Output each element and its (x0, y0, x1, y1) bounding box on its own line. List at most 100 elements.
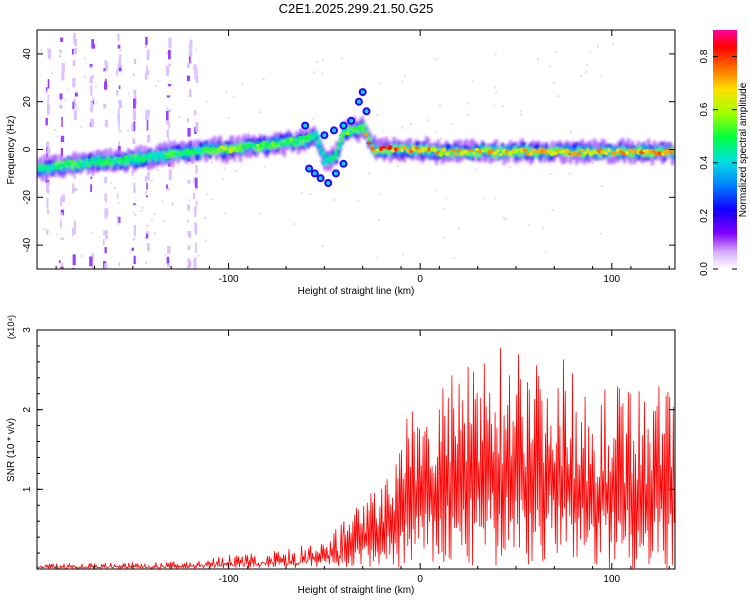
noise-blob (116, 68, 119, 76)
ridge-cell (47, 167, 50, 172)
ridge-cell (55, 161, 58, 167)
ridge-peak (337, 142, 341, 146)
ridge-peak (85, 157, 89, 163)
ridge-peak (582, 151, 588, 156)
noise-blob (263, 165, 266, 168)
noise-blob (584, 71, 587, 73)
ridge-cell (449, 151, 452, 158)
ridge-cell (329, 157, 332, 163)
ridge-cell (89, 153, 92, 165)
branch-blob-core (322, 133, 327, 138)
ridge-peak (466, 152, 470, 156)
heatmap-ylabel: Frequency (Hz) (6, 116, 17, 185)
noise-blob (164, 253, 167, 256)
ridge-peak (81, 161, 87, 168)
noise-blob (53, 128, 56, 131)
noise-blob (64, 99, 67, 102)
ridge-cell (591, 145, 594, 153)
ridge-peak (403, 145, 407, 150)
ridge-cell (419, 145, 422, 149)
ridge-cell (515, 145, 518, 152)
ridge-cell (239, 142, 242, 148)
noise-blob (40, 49, 43, 52)
ridge-peak (297, 135, 303, 141)
ridge-peak (241, 144, 245, 149)
ridge-cell (427, 149, 430, 155)
noise-blob (146, 65, 148, 71)
ridge-cell (279, 134, 282, 146)
ridge-cell (429, 148, 432, 157)
ridge-peak (168, 151, 174, 157)
ridge-cell (617, 150, 620, 156)
noise-blob (166, 107, 168, 110)
noise-blob (72, 78, 76, 88)
noise-blob (73, 110, 77, 120)
noise-blob (190, 47, 193, 50)
noise-blob (145, 190, 147, 195)
ridge-peak (318, 148, 324, 155)
ridge-cell (367, 132, 370, 139)
noise-blob (56, 233, 59, 236)
ridge-cell (577, 147, 580, 153)
ridge-cell (337, 146, 340, 158)
noise-blob (494, 53, 497, 56)
ridge-peak (432, 147, 438, 153)
ridge-cell (203, 143, 206, 151)
noise-blob (365, 141, 368, 144)
noise-blob (167, 136, 170, 142)
noise-blob (157, 79, 160, 82)
ridge-cell (347, 126, 350, 131)
ridge-peak (370, 145, 374, 151)
ridge-cell (437, 146, 440, 154)
noise-blob (146, 243, 150, 252)
noise-blob (224, 212, 227, 215)
ridge-cell (37, 165, 40, 170)
noise-blob (167, 245, 171, 254)
ridge-cell (319, 140, 322, 147)
ridge-cell (137, 158, 140, 164)
colorbar-tick-label: 0.8 (699, 49, 710, 63)
ridge-cell (67, 159, 70, 164)
noise-blob (147, 172, 150, 181)
noise-blob (443, 207, 446, 210)
noise-blob (154, 85, 157, 87)
ridge-cell (65, 164, 68, 172)
noise-blob (166, 120, 170, 126)
ridge-peak (513, 149, 519, 154)
noise-blob (312, 118, 315, 121)
noise-blob (132, 73, 135, 76)
noise-blob (83, 75, 86, 78)
noise-blob (435, 131, 438, 134)
ridge-peak (172, 151, 176, 156)
noise-blob (553, 81, 556, 84)
ridge-cell (337, 145, 340, 149)
ridge-cell (525, 146, 528, 151)
ridge-peak (43, 165, 47, 170)
ridge-cell (517, 148, 520, 155)
snr-ylabel: SNR (10 * v/v) (6, 418, 17, 482)
branch-blob-core (360, 90, 365, 95)
ridge-cell (73, 163, 76, 172)
ridge-peak (453, 152, 459, 155)
noise-blob (601, 185, 604, 187)
ridge-cell (163, 151, 166, 156)
heatmap-ytick-label: -40 (22, 237, 33, 252)
ridge-cell (647, 151, 650, 156)
ridge-peak (663, 149, 669, 155)
ridge-cell (399, 145, 402, 150)
noise-blob (80, 125, 83, 128)
noise-blob (60, 266, 64, 269)
ridge-cell (167, 151, 170, 157)
noise-blob (118, 64, 122, 72)
noise-blob (340, 57, 343, 60)
noise-blob (145, 195, 148, 198)
ridge-peak (61, 163, 65, 169)
colorbar-tick-label: 0.6 (699, 102, 710, 116)
ridge-cell (171, 153, 174, 158)
ridge-peak (397, 147, 401, 151)
noise-blob (195, 49, 198, 52)
noise-blob (58, 260, 61, 264)
noise-blob (74, 48, 78, 54)
ridge-cell (373, 135, 376, 157)
